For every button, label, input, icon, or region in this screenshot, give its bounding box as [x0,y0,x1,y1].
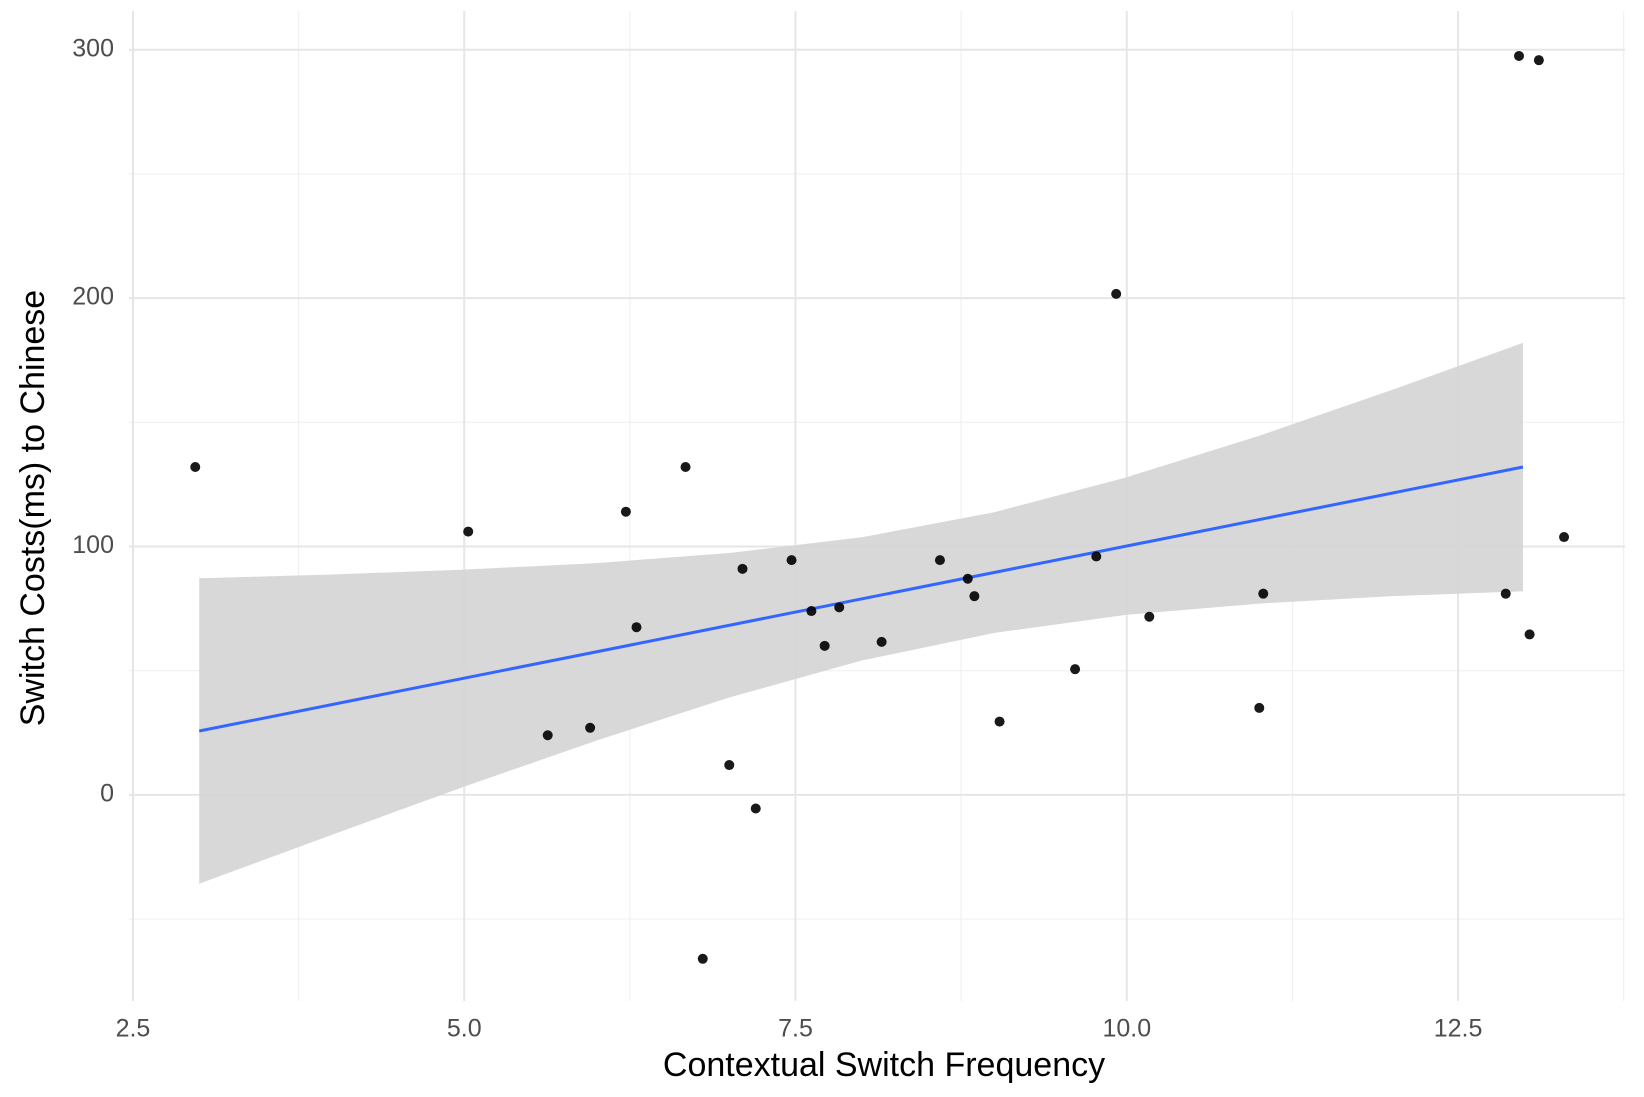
point [934,555,945,566]
x-tick-label: 5.0 [447,1015,482,1043]
point [962,573,973,584]
point [585,722,596,733]
point [620,506,631,517]
point [1111,288,1122,299]
point [190,462,201,473]
confidence-band [199,342,1523,884]
point [1254,702,1265,713]
x-tick-label: 2.5 [116,1015,151,1043]
point [806,606,817,617]
point [463,526,474,537]
y-axis-title: Switch Costs(ms) to Chinese [14,290,52,726]
point [1559,532,1570,543]
point [737,563,748,574]
point [1533,55,1544,66]
fit-line [198,465,1524,733]
point [994,716,1005,727]
point [876,636,887,647]
y-tick-label: 0 [100,779,114,807]
point [750,803,761,814]
point [1513,50,1524,61]
point [697,953,708,964]
point [1258,588,1269,599]
y-tick-label: 300 [72,34,114,62]
x-tick-label: 12.5 [1434,1015,1483,1043]
x-tick-label: 10.0 [1102,1015,1151,1043]
point [969,591,980,602]
point [786,555,797,566]
point [819,640,830,651]
point [1070,664,1081,675]
point [1091,551,1102,562]
x-axis-title: Contextual Switch Frequency [663,1046,1105,1084]
x-tick-label: 7.5 [778,1015,813,1043]
point [542,730,553,741]
point [1500,588,1511,599]
point [834,602,845,613]
y-tick-label: 200 [72,283,114,311]
point [631,622,642,633]
y-tick-label: 100 [72,531,114,559]
point [1144,611,1155,622]
point [1524,629,1535,640]
point [724,760,735,771]
point [680,462,691,473]
